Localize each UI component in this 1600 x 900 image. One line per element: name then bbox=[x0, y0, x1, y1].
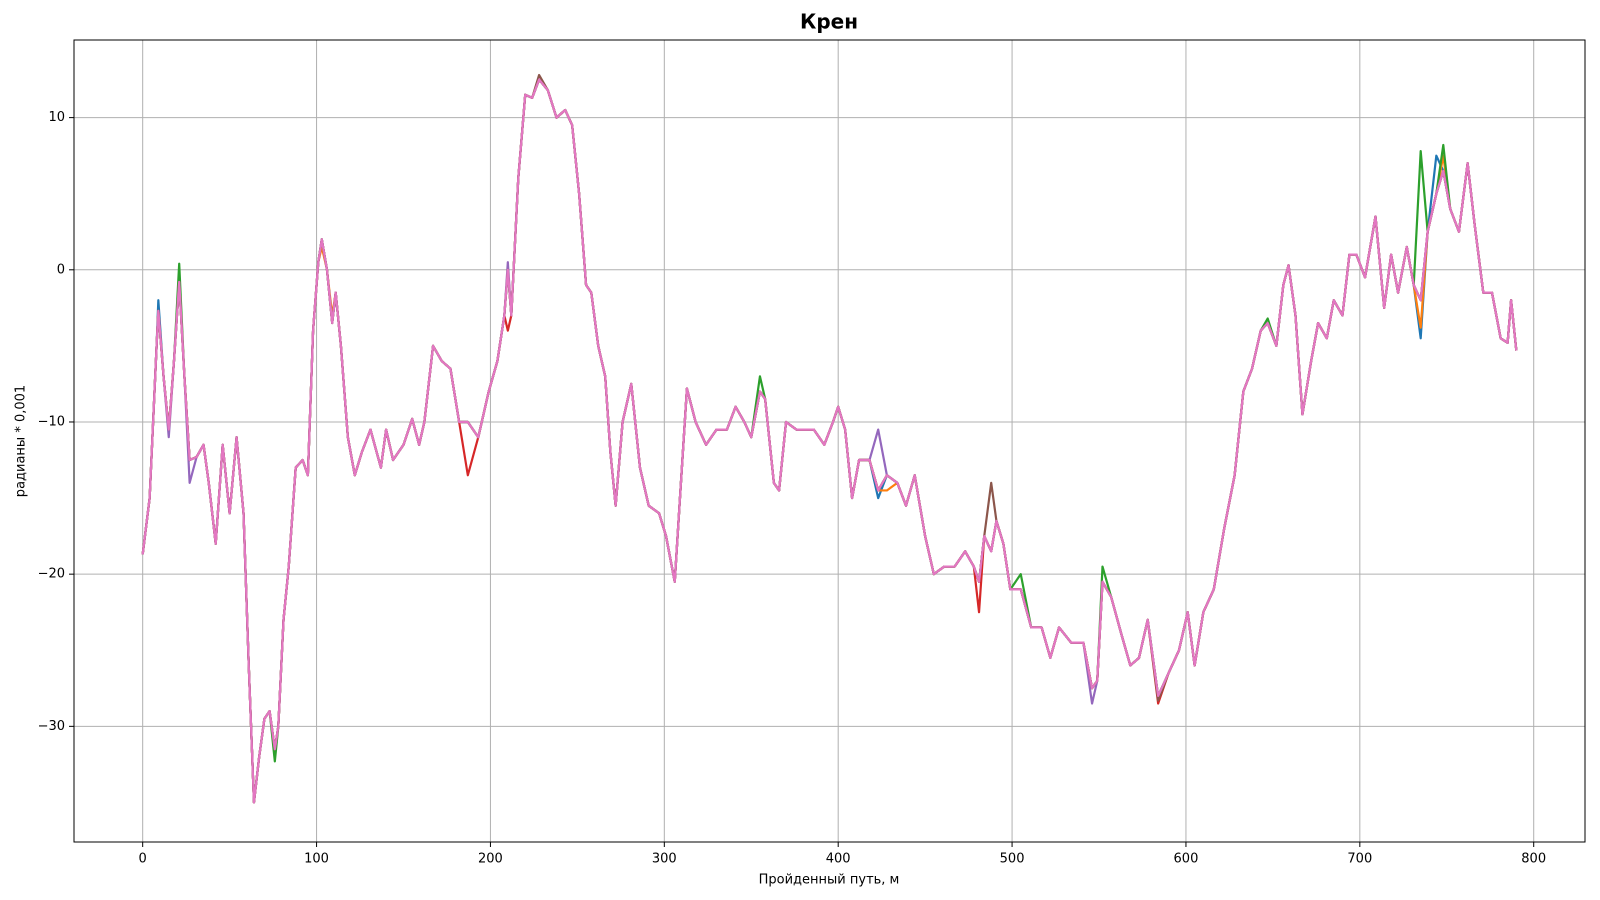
y-tick-label: −30 bbox=[38, 719, 65, 734]
x-tick-label: 600 bbox=[1174, 852, 1199, 867]
data-line bbox=[141, 78, 1518, 804]
y-tick-label: −10 bbox=[38, 414, 65, 429]
x-tick-label: 700 bbox=[1347, 852, 1372, 867]
x-tick-label: 200 bbox=[478, 852, 503, 867]
x-tick-label: 0 bbox=[139, 852, 147, 867]
x-axis-label: Пройденный путь, м bbox=[759, 873, 900, 888]
x-tick-label: 500 bbox=[1000, 852, 1025, 867]
chart-title: Крен bbox=[800, 10, 858, 34]
plot-frame bbox=[73, 39, 1586, 843]
x-tick-label: 300 bbox=[652, 852, 677, 867]
x-tick-label: 400 bbox=[826, 852, 851, 867]
y-tick-label: −20 bbox=[38, 567, 65, 582]
y-tick-label: 10 bbox=[48, 110, 65, 125]
x-tick-label: 800 bbox=[1521, 852, 1546, 867]
y-axis-label: радианы * 0,001 bbox=[14, 385, 29, 497]
y-tick-label: 0 bbox=[57, 262, 65, 277]
x-tick-label: 100 bbox=[304, 852, 329, 867]
